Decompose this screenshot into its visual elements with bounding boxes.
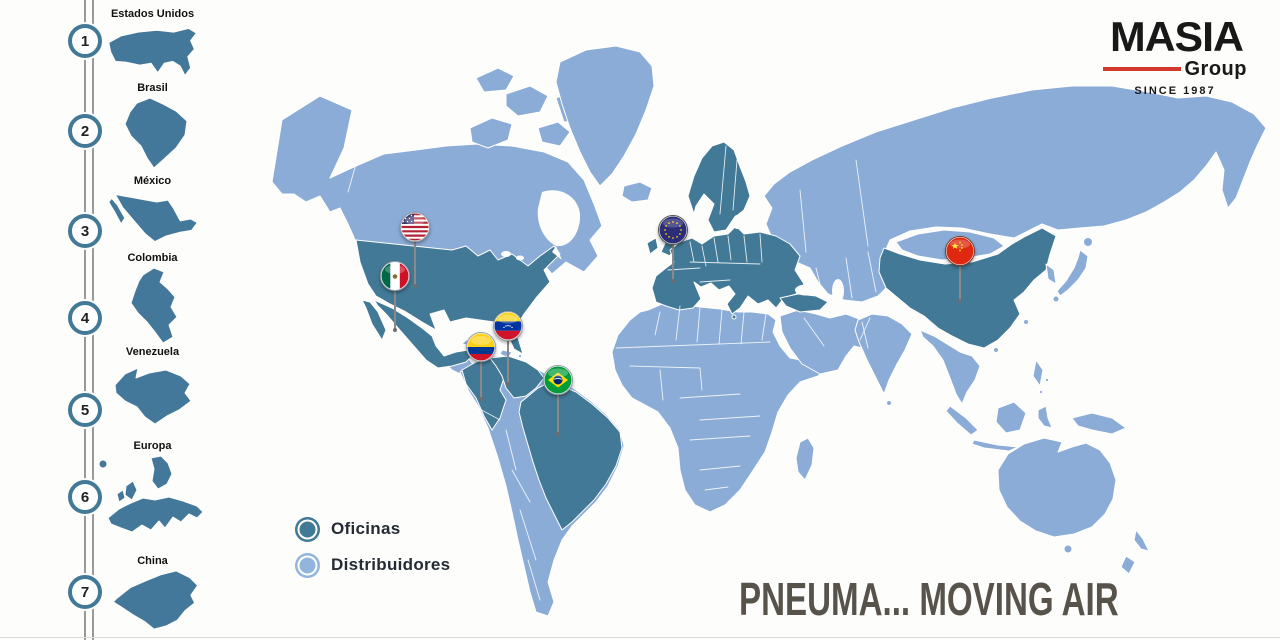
- sidebar-label-china: China: [137, 555, 168, 567]
- offices-label: Oficinas: [331, 519, 401, 538]
- map-pin-usa[interactable]: [400, 212, 430, 288]
- sidebar-label-mexico: México: [133, 175, 172, 187]
- number-label: 5: [80, 401, 90, 419]
- pin-stick: [479, 360, 483, 401]
- brand-since-label: SINCE 1987: [1134, 85, 1216, 97]
- sidebar-number-6: 6: [68, 480, 102, 514]
- sidebar-number-7: 7: [68, 575, 102, 609]
- china-flag-icon: [945, 236, 975, 266]
- sidebar-number-1: 1: [68, 24, 102, 58]
- brazil-flag-icon: [543, 365, 573, 395]
- number-label: 6: [80, 488, 90, 506]
- pin-stick: [958, 264, 962, 303]
- sidebar-label-venezuela: Venezuela: [125, 346, 180, 358]
- pin-stick: [413, 240, 417, 288]
- map-pin-europe[interactable]: [658, 215, 688, 283]
- map-pin-mexico[interactable]: [380, 261, 410, 332]
- map-pin-colombia[interactable]: [466, 332, 496, 401]
- map-pin-china[interactable]: [945, 236, 975, 303]
- silhouette-brasil: [124, 97, 188, 169]
- sidebar-label-brasil: Brasil: [137, 82, 168, 94]
- pin-stick: [556, 393, 560, 436]
- silhouette-europa: [98, 455, 204, 533]
- legend-item-offices: Oficinas: [295, 516, 450, 542]
- map-pin-venezuela[interactable]: [493, 311, 523, 386]
- map-pin-brazil[interactable]: [543, 365, 573, 436]
- bottom-divider: [0, 637, 1280, 638]
- number-label: 2: [80, 122, 90, 140]
- sidebar-label-europa: Europa: [133, 440, 172, 452]
- office-regions: [355, 141, 1057, 531]
- offices-dot: [295, 516, 320, 542]
- silhouette-mexico: [108, 194, 198, 243]
- distributors-dot: [295, 552, 320, 578]
- silhouette-colombia: [130, 267, 178, 344]
- venezuela-flag-icon: [493, 311, 523, 341]
- number-label: 1: [80, 32, 90, 50]
- sidebar-number-2: 2: [68, 114, 102, 148]
- country-borders: [347, 121, 877, 601]
- eu-flag-icon: [658, 215, 688, 245]
- distributors-label: Distribuidores: [331, 555, 451, 574]
- sidebar-number-5: 5: [68, 393, 102, 427]
- silhouette-estados-unidos: [108, 27, 197, 76]
- sidebar-number-4: 4: [68, 301, 102, 335]
- number-label: 7: [80, 583, 90, 601]
- map-legend: Oficinas Distribuidores: [295, 516, 450, 588]
- silhouette-venezuela: [114, 367, 192, 425]
- usa-flag-icon: [400, 212, 430, 242]
- silhouette-china: [112, 570, 199, 630]
- brand-name: MASIA: [1109, 13, 1244, 60]
- number-label: 4: [80, 309, 90, 327]
- sidebar-label-estados-unidos: Estados Unidos: [110, 8, 195, 20]
- red-underline: [1103, 67, 1181, 71]
- pin-stick: [671, 243, 675, 283]
- legend-item-distributors: Distribuidores: [295, 552, 450, 578]
- tagline: PNEUMA... MOVING AIR: [739, 573, 1119, 625]
- pin-stick: [506, 339, 510, 386]
- colombia-flag-icon: [466, 332, 496, 362]
- brand-group-label: Group: [1184, 58, 1247, 80]
- sea-overlays: [501, 190, 844, 303]
- pin-stick: [393, 289, 397, 332]
- sidebar-label-colombia: Colombia: [127, 252, 178, 264]
- number-label: 3: [80, 222, 90, 240]
- mexico-flag-icon: [380, 261, 410, 291]
- sidebar-number-3: 3: [68, 214, 102, 248]
- masia-group-logo: MASIA Group SINCE 1987: [1103, 16, 1247, 97]
- brand-group-row: Group: [1103, 59, 1247, 79]
